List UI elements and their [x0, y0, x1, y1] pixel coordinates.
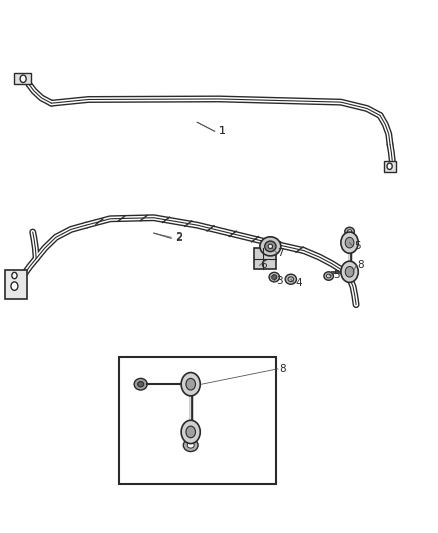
Circle shape [345, 237, 354, 248]
Circle shape [186, 378, 195, 390]
Circle shape [387, 163, 392, 169]
Ellipse shape [138, 382, 144, 387]
Circle shape [12, 272, 17, 279]
Text: 4: 4 [295, 278, 302, 288]
Bar [14, 74, 31, 84]
Circle shape [11, 282, 18, 290]
Ellipse shape [345, 227, 354, 236]
Text: 2: 2 [176, 233, 183, 244]
Ellipse shape [260, 237, 281, 256]
Bar [119, 357, 276, 484]
Text: 5: 5 [354, 241, 360, 252]
Ellipse shape [268, 244, 272, 248]
Ellipse shape [187, 442, 194, 448]
Ellipse shape [324, 272, 333, 280]
Text: 2: 2 [176, 232, 183, 243]
Text: 1: 1 [219, 126, 226, 136]
Bar [254, 248, 276, 269]
Ellipse shape [265, 241, 276, 252]
Circle shape [345, 266, 354, 277]
Circle shape [341, 261, 358, 282]
Ellipse shape [134, 378, 147, 390]
Text: 5: 5 [333, 270, 339, 280]
Text: 8: 8 [357, 260, 364, 270]
Ellipse shape [269, 272, 279, 282]
Circle shape [181, 373, 200, 396]
Text: 1: 1 [219, 126, 226, 136]
Ellipse shape [285, 274, 297, 284]
Text: 8: 8 [279, 364, 286, 374]
Ellipse shape [326, 274, 331, 278]
Ellipse shape [184, 439, 198, 451]
Bar [384, 161, 396, 172]
Text: 6: 6 [260, 261, 267, 270]
Ellipse shape [272, 274, 277, 279]
Circle shape [181, 420, 200, 443]
Circle shape [341, 232, 358, 253]
Circle shape [20, 75, 26, 83]
Text: 3: 3 [276, 276, 283, 286]
Text: 7: 7 [277, 248, 284, 258]
Circle shape [186, 426, 195, 438]
Ellipse shape [347, 230, 352, 233]
Bar [5, 270, 27, 300]
